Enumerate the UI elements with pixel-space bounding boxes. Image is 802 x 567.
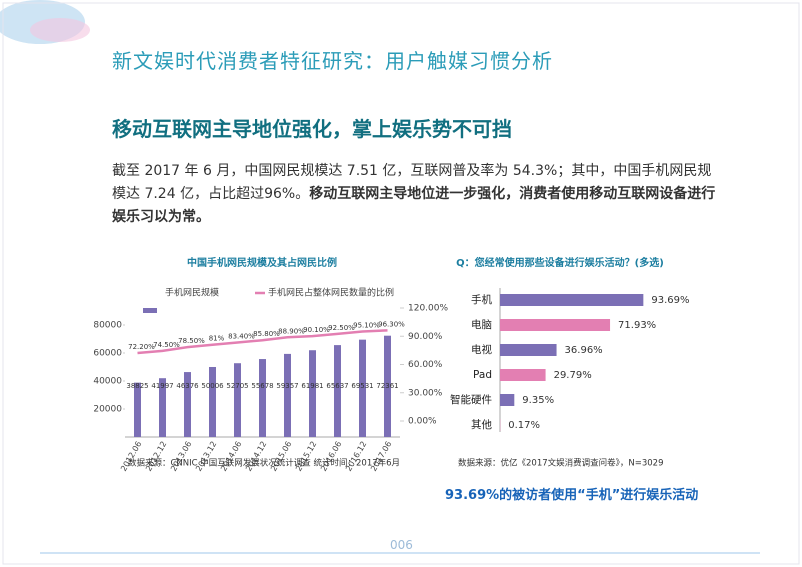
legend-swatch (143, 308, 157, 313)
bar (209, 366, 216, 437)
value-label: 71.93% (618, 320, 656, 331)
bar-label: 59357 (276, 382, 298, 390)
value-label: 36.96% (565, 345, 603, 356)
y2-tick-label: 120.00% (408, 304, 448, 314)
bar (159, 378, 166, 437)
line-label: 74.50% (153, 341, 180, 349)
bar (500, 344, 557, 356)
bar-label: 69531 (351, 382, 373, 390)
line-label: 95.10% (353, 321, 380, 329)
line-label: 88.90% (278, 327, 305, 335)
bar (359, 339, 366, 437)
bar (259, 359, 266, 437)
y-tick-label: 手机 (471, 293, 492, 306)
bar (500, 394, 515, 406)
bar-label: 52705 (226, 382, 248, 390)
y-tick-label: Pad (473, 369, 492, 381)
bar (500, 294, 644, 306)
line-label: 78.50% (178, 337, 205, 345)
line-label: 90.10% (303, 326, 330, 334)
paragraph: 截至 2017 年 6 月，中国网民规模达 7.51 亿，互联网普及率为 54.… (112, 160, 717, 229)
line-label: 96.30% (378, 320, 405, 328)
legend-label: 手机网民规模 (165, 287, 219, 299)
bar-label: 65637 (326, 382, 348, 390)
value-label: 93.69% (651, 295, 689, 306)
source: 数据来源：优亿《2017文娱消费调查问卷》，N=3029 (458, 458, 664, 469)
y-tick-label: 20000 (93, 405, 122, 415)
source: 数据来源：CNNIC 中国互联网发展状况统计调查 统计时间：2017年6月 (128, 458, 400, 469)
y-tick-label: 40000 (93, 377, 122, 387)
line-label: 85.80% (253, 330, 280, 338)
bar (284, 353, 291, 437)
line-label: 83.40% (228, 332, 255, 340)
bar-label: 55678 (251, 382, 273, 390)
bar (234, 363, 241, 437)
heading: 移动互联网主导地位强化，掌上娱乐势不可挡 (112, 117, 512, 141)
bar (384, 335, 391, 437)
bar-label: 46376 (176, 382, 199, 390)
line-label: 72.20% (128, 343, 155, 351)
bar (500, 369, 546, 381)
y-tick-label: 其他 (471, 418, 492, 431)
value-label: 0.17% (508, 420, 540, 431)
bar-label: 38825 (126, 382, 148, 390)
chart-title: 中国手机网民规模及其占网民比例 (187, 256, 337, 269)
y2-tick-label: 30.00% (408, 388, 443, 398)
paragraph-text: 截至 2017 年 6 月，中国网民规模达 7.51 亿，互联网普及率为 54.… (112, 163, 712, 202)
value-label: 9.35% (522, 395, 554, 406)
chart-title: Q：您经常使用那些设备进行娱乐活动？(多选) (456, 256, 664, 269)
bar (309, 350, 316, 437)
y2-tick-label: 60.00% (408, 360, 443, 370)
line-label: 92.50% (328, 324, 355, 332)
bar (334, 345, 341, 437)
bar-label: 61981 (301, 382, 323, 390)
bar-label: 72361 (376, 382, 398, 390)
bar (134, 382, 141, 437)
decoration (30, 18, 90, 42)
bar-label: 50006 (201, 382, 224, 390)
bar (500, 319, 611, 331)
line (137, 329, 388, 355)
y2-tick-label: 90.00% (408, 332, 443, 342)
page-number: 006 (390, 538, 413, 552)
y-tick-label: 智能硬件 (450, 393, 492, 406)
y-tick-label: 60000 (93, 349, 122, 359)
page-title: 新文娱时代消费者特征研究：用户触媒习惯分析 (112, 49, 553, 73)
legend-label: 手机网民占整体网民数量的比例 (268, 287, 394, 299)
y2-tick-label: 0.00% (408, 417, 437, 427)
highlight: 93.69%的被访者使用“手机”进行娱乐活动 (445, 488, 699, 503)
value-label: 29.79% (554, 370, 592, 381)
bar-label: 41997 (151, 382, 173, 390)
paragraph-bold: 移动互联网主导地位进一步强化，消费者使用移动互联网设备进行娱乐习以为常。 (112, 186, 716, 225)
bar (184, 372, 191, 437)
y-tick-label: 电视 (471, 343, 492, 356)
y-tick-label: 80000 (93, 321, 122, 331)
y-tick-label: 电脑 (471, 318, 492, 331)
line-label: 81% (209, 335, 225, 343)
